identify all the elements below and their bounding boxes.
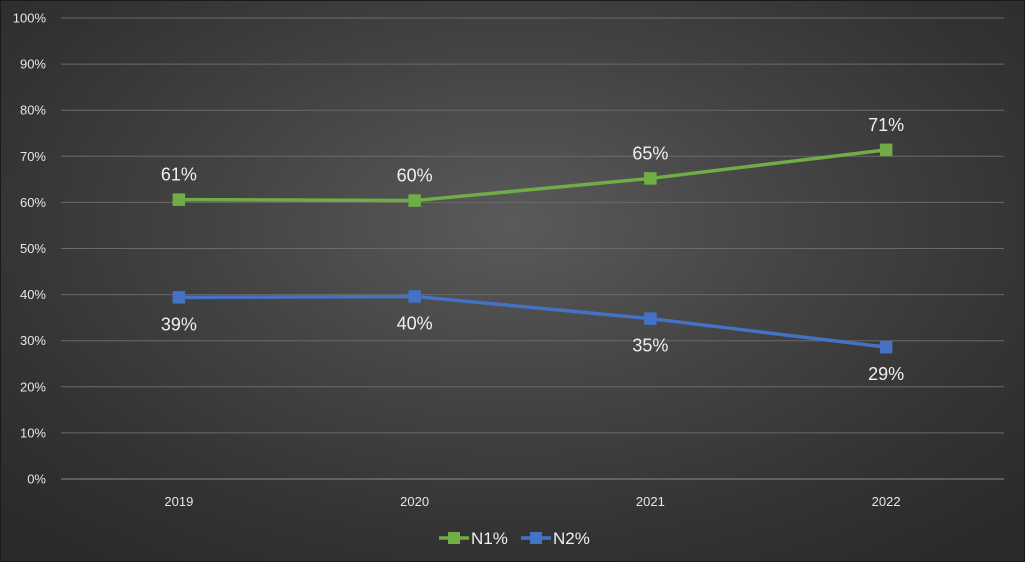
data-label: 29% xyxy=(868,364,904,384)
data-point-marker xyxy=(879,143,893,157)
legend-marker xyxy=(448,532,460,544)
x-tick-label: 2019 xyxy=(164,494,193,509)
legend-marker xyxy=(530,532,542,544)
y-tick-label: 60% xyxy=(20,195,46,210)
series-lines xyxy=(177,148,888,349)
legend-label: N2% xyxy=(553,529,590,548)
series-line-n1 xyxy=(177,148,888,203)
y-tick-label: 0% xyxy=(27,472,46,487)
y-tick-label: 20% xyxy=(20,379,46,394)
data-label: 71% xyxy=(868,115,904,135)
y-tick-label: 40% xyxy=(20,287,46,302)
y-axis-tick-labels: 0% 10% 20% 30% 40% 50% 60% 70% 80% 90% 100% xyxy=(13,11,47,487)
x-tick-label: 2022 xyxy=(872,494,901,509)
x-tick-label: 2021 xyxy=(636,494,665,509)
data-label: 61% xyxy=(161,165,197,185)
data-point-marker xyxy=(879,340,893,354)
series-line-n2 xyxy=(177,294,888,349)
legend: N1% N2% xyxy=(439,529,590,548)
data-label: 35% xyxy=(632,336,668,356)
data-point-marker xyxy=(644,172,657,185)
y-tick-label: 30% xyxy=(20,333,46,348)
x-axis-tick-labels: 2019 2020 2021 2022 xyxy=(164,494,900,509)
y-tick-label: 80% xyxy=(20,103,46,118)
legend-label: N1% xyxy=(471,529,508,548)
data-label: 65% xyxy=(632,143,668,163)
y-tick-label: 70% xyxy=(20,149,46,164)
x-tick-label: 2020 xyxy=(400,494,429,509)
data-labels: 61% 60% 65% 71% 39% 40% 35% 29% xyxy=(161,115,904,384)
data-point-marker xyxy=(172,291,186,304)
data-label: 60% xyxy=(397,166,433,186)
series-markers xyxy=(172,143,893,354)
y-tick-label: 90% xyxy=(20,57,46,72)
data-point-marker xyxy=(408,290,421,303)
data-label: 39% xyxy=(161,314,197,334)
data-point-marker xyxy=(172,193,186,206)
y-tick-label: 10% xyxy=(20,425,46,440)
data-point-marker xyxy=(408,194,421,207)
y-tick-label: 50% xyxy=(20,241,46,256)
gridlines xyxy=(61,17,1004,480)
y-tick-label: 100% xyxy=(13,11,47,26)
data-point-marker xyxy=(644,312,657,325)
data-label: 40% xyxy=(397,313,433,333)
